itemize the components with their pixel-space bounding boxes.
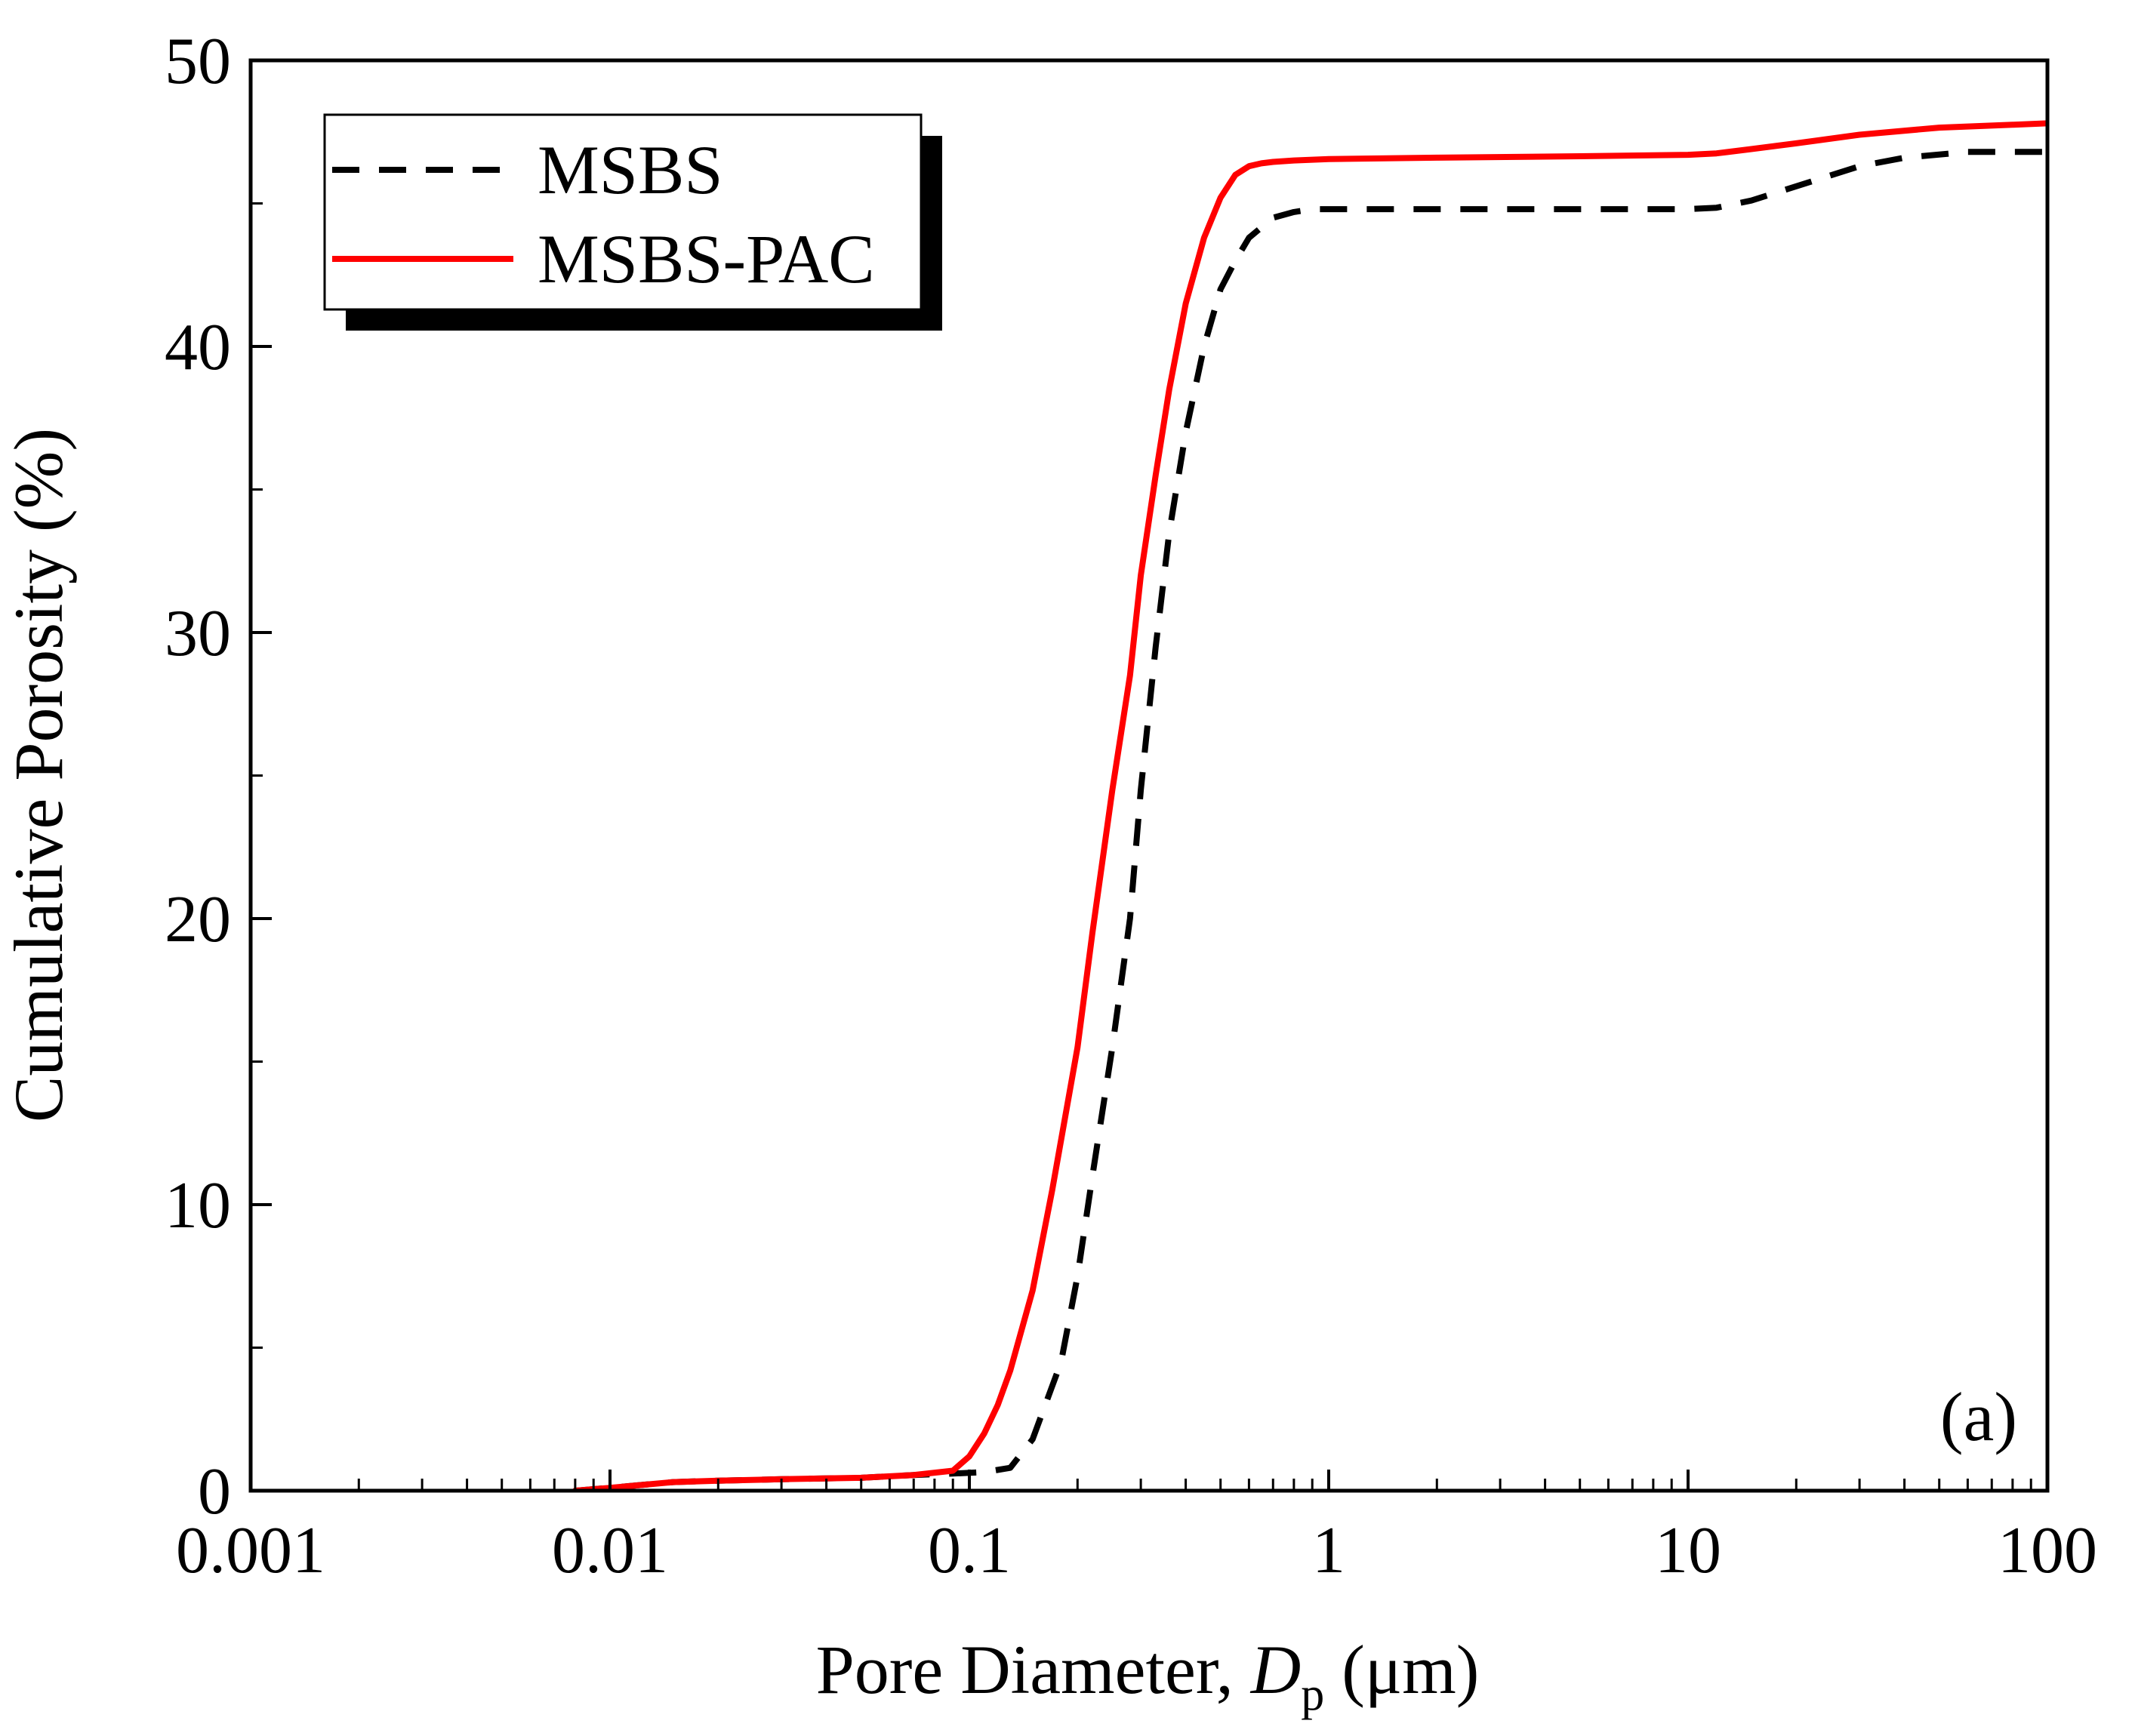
- y-tick-label: 0: [198, 1455, 231, 1528]
- legend-label-msbs-pac: MSBS-PAC: [538, 220, 875, 297]
- y-tick-label: 10: [165, 1169, 231, 1242]
- legend: MSBS MSBS-PAC: [323, 113, 942, 331]
- series-layer: [571, 120, 2047, 1491]
- x-tick-label: 10: [1655, 1514, 1721, 1587]
- y-tick-label: 50: [165, 25, 231, 98]
- y-tick-label: 40: [165, 311, 231, 384]
- panel-label: (a): [1940, 1378, 2017, 1455]
- y-tick-label: 20: [165, 883, 231, 956]
- x-axis-title-subscript: p: [1301, 1669, 1324, 1720]
- x-tick-label: 0.01: [552, 1514, 668, 1587]
- y-axis-title: Cumulative Porosity (%): [0, 428, 77, 1122]
- x-tick-label: 100: [1998, 1514, 2097, 1587]
- x-axis-title-prefix: Pore Diameter,: [816, 1631, 1251, 1708]
- series-line-msbs-pac: [571, 120, 2047, 1491]
- x-axis-title-suffix: (μm): [1324, 1631, 1479, 1708]
- x-tick-label: 0.1: [928, 1514, 1011, 1587]
- x-axis-title-symbol: D: [1249, 1631, 1301, 1708]
- x-tick-label: 1: [1312, 1514, 1345, 1587]
- legend-box: [323, 113, 923, 311]
- ticks-layer: [249, 59, 2049, 1492]
- tick-labels-layer: 0.001 0.01 0.1 1 10 100 0 10 20 30 40 50: [165, 25, 2097, 1587]
- x-tick-label: 0.001: [176, 1514, 325, 1587]
- x-axis-title: Pore Diameter, Dp (μm): [816, 1631, 1480, 1720]
- legend-label-msbs: MSBS: [538, 131, 723, 208]
- y-tick-label: 30: [165, 597, 231, 670]
